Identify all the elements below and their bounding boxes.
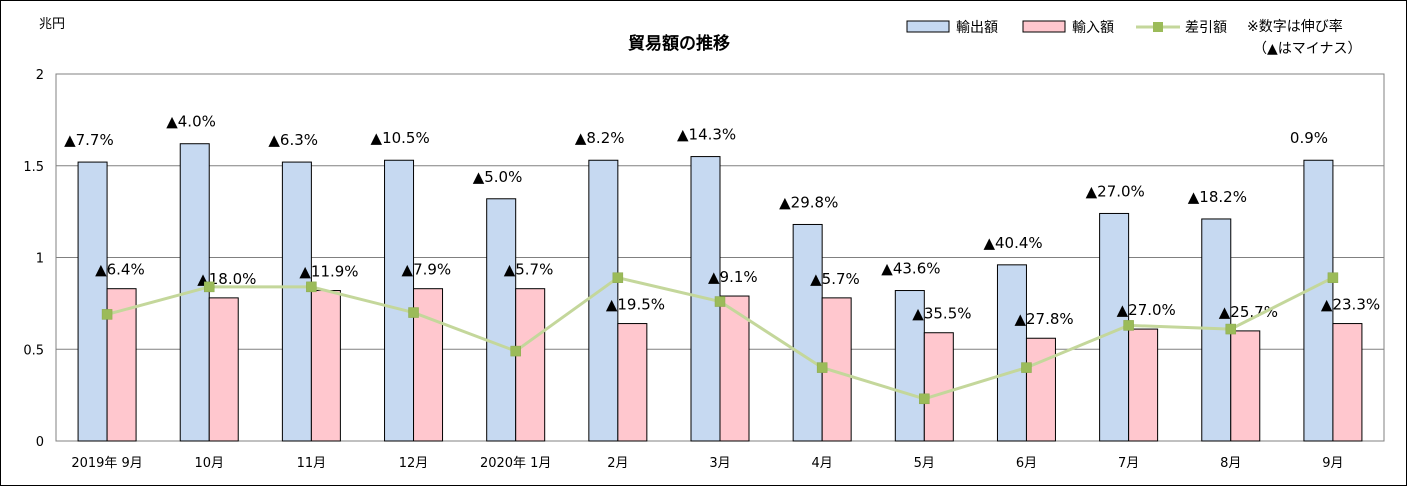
y-tick-label: 1.5 [23,160,44,175]
x-tick-label: 3月 [709,456,730,471]
balance-point [1327,272,1339,283]
import-data-label: ▲9.1% [708,268,758,286]
export-data-label: ▲14.3% [677,126,736,144]
x-tick-label: 4月 [812,456,833,471]
export-data-label: ▲10.5% [371,129,430,147]
balance-point [510,345,521,357]
balance-point [306,281,317,293]
export-data-label: 0.9% [1290,129,1328,147]
balance-point [1021,362,1032,373]
x-tick-label: 10月 [194,456,224,471]
y-tick-label: 0.5 [23,343,44,358]
balance-point [1123,320,1134,331]
import-data-label: ▲35.5% [912,305,971,323]
x-tick-label: 6月 [1016,456,1037,471]
export-bar [281,161,312,442]
import-data-label: ▲27.8% [1014,310,1073,328]
import-data-label: ▲27.0% [1117,301,1176,319]
x-tick-label: 5月 [914,456,935,471]
export-data-label: ▲7.7% [64,131,114,149]
export-data-label: ▲18.2% [1188,188,1247,206]
export-data-label: ▲29.8% [779,193,838,211]
balance-point [1225,323,1237,335]
balance-point [408,307,419,318]
import-bar [617,323,648,442]
x-tick-label: 8月 [1220,456,1241,471]
legend-swatch-import [1022,20,1066,33]
y-tick-label: 1 [36,252,44,267]
note-line-2: （▲はマイナス） [1253,41,1362,57]
import-bar [515,288,546,442]
legend-marker-balance [1153,22,1163,32]
export-bar [588,159,619,442]
import-data-label: ▲11.9% [299,263,358,281]
balance-point [612,272,624,283]
balance-point [919,393,930,405]
balance-point [816,362,828,373]
export-data-label: ▲5.0% [473,168,523,186]
import-data-label: ▲19.5% [606,296,665,314]
import-bar [208,297,239,442]
balance-point [203,281,215,293]
export-bar [1303,159,1334,442]
x-tick-label: 2020年 1月 [480,456,552,471]
x-tick-label: 9月 [1322,456,1343,471]
note-line-1: ※数字は伸び率 [1247,18,1343,35]
import-bar [1230,330,1261,442]
export-data-label: ▲8.2% [575,129,625,147]
import-bar [719,295,750,442]
export-bar [792,223,823,442]
import-bar [1332,323,1363,442]
export-data-label: ▲40.4% [983,234,1042,252]
import-data-label: ▲5.7% [810,270,860,288]
y-tick-label: 0 [36,435,44,450]
import-bar [1128,328,1159,442]
balance-point [101,309,113,320]
export-bar [486,198,517,442]
legend-label: 輸入額 [1072,20,1114,36]
x-tick-label: 11月 [297,456,327,471]
import-data-label: ▲25.7% [1219,303,1278,321]
import-data-label: ▲23.3% [1321,296,1380,314]
import-data-label: ▲7.9% [402,261,452,279]
x-tick-label: 2019年 9月 [71,456,143,471]
legend-label: 差引額 [1185,20,1227,36]
export-data-label: ▲43.6% [881,260,940,278]
x-tick-label: 12月 [399,456,429,471]
legend-swatch-export [906,20,950,33]
x-tick-label: 2月 [607,456,628,471]
chart-title: 貿易額の推移 [628,33,730,54]
export-data-label: ▲6.3% [268,131,318,149]
import-data-label: ▲5.7% [504,261,554,279]
legend-label: 輸出額 [956,20,998,36]
y-tick-label: 2 [36,68,44,83]
export-bar [384,159,415,442]
export-data-label: ▲4.0% [166,113,216,131]
unit-label: 兆円 [39,17,65,32]
import-bar [1025,337,1056,442]
balance-point [714,296,726,307]
export-bar [77,161,108,442]
import-bar [923,332,954,442]
export-bar [996,264,1027,442]
import-data-label: ▲6.4% [95,261,145,279]
x-tick-label: 7月 [1118,456,1139,471]
legend: 輸出額 輸入額 差引額 [906,20,1227,36]
export-data-label: ▲27.0% [1086,182,1145,200]
export-bar [894,290,925,442]
import-bar [310,290,341,442]
